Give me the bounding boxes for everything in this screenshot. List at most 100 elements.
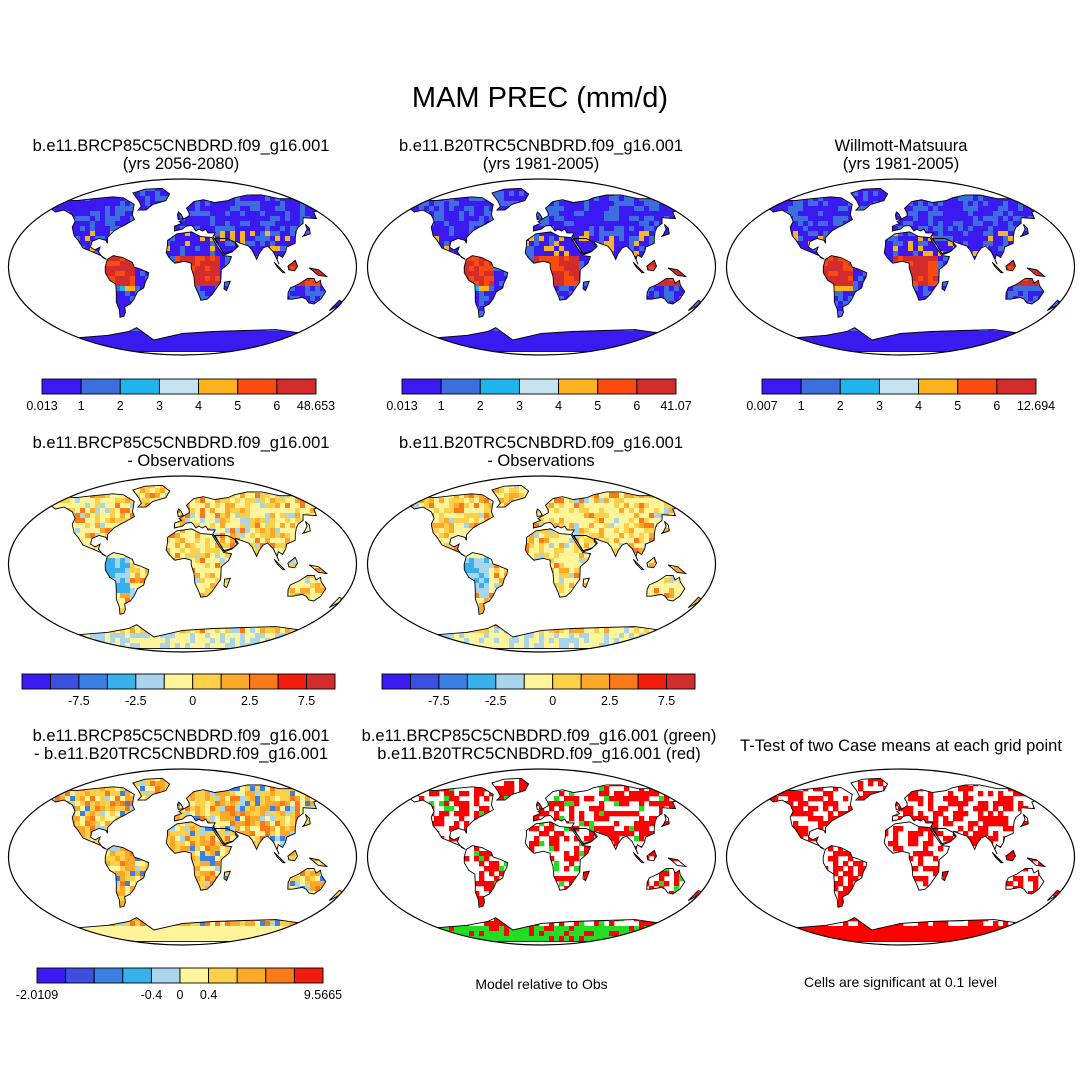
note-model-relative: Model relative to Obs bbox=[475, 976, 608, 992]
colorbar-tick-label: -7.5 bbox=[428, 694, 450, 708]
colorbar-box bbox=[249, 673, 279, 690]
colorbar-tick-label: 2 bbox=[117, 399, 124, 413]
colorbar-box bbox=[552, 673, 582, 690]
colorbar-tick-label: 7.5 bbox=[298, 694, 315, 708]
colorbar-box bbox=[50, 673, 80, 690]
panel-title-r2c2: b.e11.B20TRC5CNBDRD.f09_g16.001 - Observ… bbox=[360, 434, 722, 470]
colorbar-tick-label: 2.5 bbox=[241, 694, 258, 708]
colorbar-box bbox=[36, 967, 67, 984]
colorbar-r1c2: 0.013 1 2 3 4 5 6 41.07 bbox=[386, 378, 692, 413]
colorbar-tick-label: 6 bbox=[993, 399, 1000, 413]
colorbar-box bbox=[236, 967, 267, 984]
colorbar-box bbox=[93, 967, 124, 984]
colorbar-box bbox=[381, 673, 411, 690]
panel-title-line2: (yrs 1981-2005) bbox=[482, 155, 600, 173]
colorbar-tick-label: 6 bbox=[633, 399, 640, 413]
colorbar-tick-label: 2.5 bbox=[601, 694, 618, 708]
colorbar-box bbox=[609, 673, 639, 690]
colorbar-box bbox=[800, 378, 841, 395]
colorbar-r2c1: -7.5 -2.5 0 2.5 7.5 bbox=[21, 673, 336, 708]
colorbar-tick-label: 5 bbox=[234, 399, 241, 413]
colorbar-box bbox=[597, 378, 638, 395]
colorbar-box bbox=[135, 673, 165, 690]
colorbar-tick-label: 5 bbox=[954, 399, 961, 413]
colorbar-box bbox=[208, 967, 238, 984]
colorbar-tick-label: -2.5 bbox=[485, 694, 507, 708]
colorbar-box bbox=[293, 967, 324, 984]
colorbar-box bbox=[878, 378, 920, 395]
colorbar-tick-label: 5 bbox=[594, 399, 601, 413]
map-r2c1 bbox=[7, 475, 358, 653]
colorbar-tick-label: 48.653 bbox=[297, 399, 335, 413]
colorbar-box bbox=[119, 378, 160, 395]
colorbar-box bbox=[122, 967, 152, 984]
map-r3c2 bbox=[366, 768, 717, 946]
panel-title-r3c2: b.e11.BRCP85C5CNBDRD.f09_g16.001 (green)… bbox=[353, 727, 725, 763]
colorbar-tick-label: 1 bbox=[798, 399, 805, 413]
panel-title-line2: - Observations bbox=[487, 452, 595, 470]
colorbar-box bbox=[276, 378, 317, 395]
colorbar-tick-label: -0.4 bbox=[141, 988, 163, 1002]
colorbar-box bbox=[466, 673, 497, 690]
colorbar-box bbox=[839, 378, 880, 395]
colorbar-tick-label: 3 bbox=[516, 399, 523, 413]
colorbar-box bbox=[192, 673, 222, 690]
colorbar-tick-label: 0 bbox=[549, 694, 556, 708]
colorbar-tick-label: -2.5 bbox=[125, 694, 147, 708]
map-r3c3 bbox=[725, 768, 1076, 946]
colorbar-box bbox=[163, 673, 194, 690]
colorbar-tick-label: 7.5 bbox=[658, 694, 675, 708]
panel-title-line2: (yrs 2056-2080) bbox=[122, 155, 240, 173]
colorbar-box bbox=[265, 967, 295, 984]
colorbar-box bbox=[580, 673, 611, 690]
colorbar-tick-label: 0.007 bbox=[746, 399, 777, 413]
colorbar-tick-label: 1 bbox=[438, 399, 445, 413]
colorbar-box bbox=[306, 673, 336, 690]
colorbar-box bbox=[158, 378, 200, 395]
colorbar-box bbox=[410, 673, 440, 690]
colorbar-box bbox=[65, 967, 95, 984]
colorbar-box bbox=[666, 673, 696, 690]
colorbar-tick-label: 3 bbox=[876, 399, 883, 413]
colorbar-tick-label: 9.5665 bbox=[304, 988, 342, 1002]
panel-title-line1: b.e11.BRCP85C5CNBDRD.f09_g16.001 bbox=[32, 137, 330, 155]
colorbar-tick-label: 0 bbox=[189, 694, 196, 708]
colorbar-tick-label: 4 bbox=[195, 399, 202, 413]
panel-title-line1: b.e11.B20TRC5CNBDRD.f09_g16.001 bbox=[398, 137, 684, 155]
colorbar-box bbox=[401, 378, 442, 395]
colorbar-box bbox=[220, 673, 251, 690]
colorbar-box bbox=[440, 378, 481, 395]
panel-title-line2: - b.e11.B20TRC5CNBDRD.f09_g16.001 bbox=[33, 745, 329, 763]
map-r1c3 bbox=[725, 178, 1076, 356]
colorbar-tick-label: 2 bbox=[837, 399, 844, 413]
map-r2c2 bbox=[366, 475, 717, 653]
colorbar-box bbox=[636, 378, 677, 395]
colorbar-box bbox=[237, 378, 278, 395]
colorbar-box bbox=[179, 967, 210, 984]
panel-title-line1: b.e11.BRCP85C5CNBDRD.f09_g16.001 bbox=[32, 727, 330, 745]
panel-title-line2: (yrs 1981-2005) bbox=[842, 155, 960, 173]
panel-title-r3c1: b.e11.BRCP85C5CNBDRD.f09_g16.001 - b.e11… bbox=[0, 727, 362, 763]
panel-title-r1c3: Willmott-Matsuura (yrs 1981-2005) bbox=[720, 137, 1080, 173]
panel-title-line1: Willmott-Matsuura bbox=[834, 137, 968, 155]
colorbar-box bbox=[518, 378, 560, 395]
colorbar-tick-label: -2.0109 bbox=[16, 988, 58, 1002]
colorbar-box bbox=[558, 378, 599, 395]
colorbar-tick-label: 1 bbox=[78, 399, 85, 413]
colorbar-tick-label: 2 bbox=[477, 399, 484, 413]
colorbar-box bbox=[41, 378, 82, 395]
panel-title-line1: T-Test of two Case means at each grid po… bbox=[740, 737, 1062, 755]
colorbar-box bbox=[78, 673, 108, 690]
colorbar-tick-label: 4 bbox=[555, 399, 562, 413]
panel-title-line2: - Observations bbox=[127, 452, 235, 470]
colorbar-tick-label: 6 bbox=[273, 399, 280, 413]
colorbar-box bbox=[150, 967, 181, 984]
colorbar-box bbox=[198, 378, 239, 395]
colorbar-r3c1: -2.0109 -0.4 0 0.4 9.5665 bbox=[16, 967, 342, 1002]
colorbar-box bbox=[523, 673, 554, 690]
colorbar-box bbox=[918, 378, 959, 395]
colorbar-tick-label: 12.694 bbox=[1017, 399, 1055, 413]
colorbar-tick-label: 4 bbox=[915, 399, 922, 413]
map-r1c2 bbox=[366, 178, 717, 356]
panel-title-r3c3: T-Test of two Case means at each grid po… bbox=[720, 737, 1080, 755]
